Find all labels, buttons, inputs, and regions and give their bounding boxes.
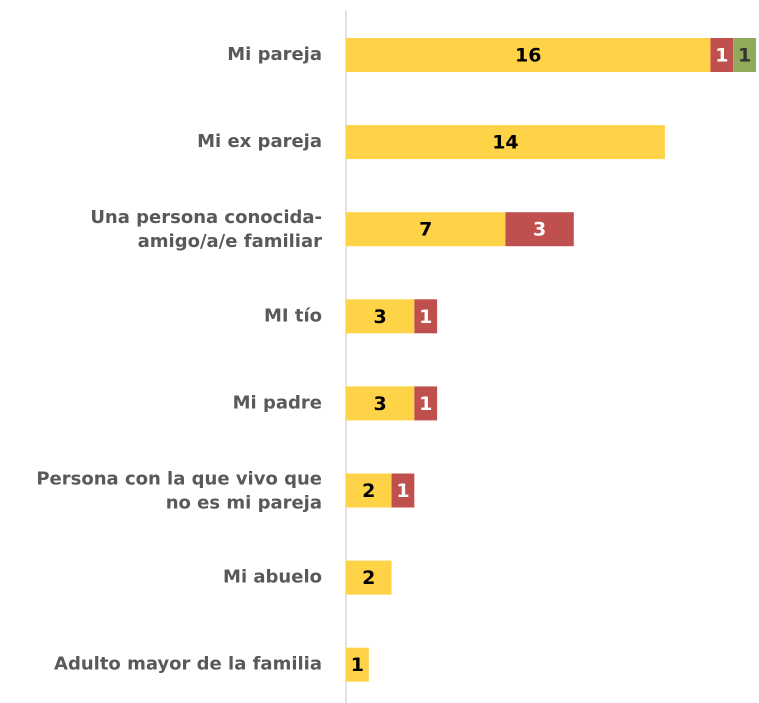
bar-segment	[391, 473, 415, 508]
value-label: 3	[374, 306, 387, 328]
value-label: 1	[419, 393, 432, 415]
value-label: 1	[351, 654, 364, 676]
bar-segment	[346, 125, 665, 160]
category-label: Una persona conocida-	[90, 207, 322, 228]
value-label: 7	[419, 219, 432, 241]
bar-segment	[346, 473, 392, 508]
category-label: MI tío	[264, 305, 322, 326]
value-label: 2	[362, 567, 375, 589]
value-label: 14	[492, 132, 518, 154]
value-label: 3	[533, 219, 546, 241]
category-label: Mi pareja	[227, 44, 322, 65]
value-label: 1	[419, 306, 432, 328]
value-label: 1	[715, 45, 728, 67]
bar-segment	[414, 386, 438, 421]
bar-segment	[505, 212, 574, 247]
category-label: Mi abuelo	[223, 567, 322, 588]
bar-segment	[346, 386, 415, 421]
bar-segment	[346, 560, 392, 595]
category-label: amigo/a/e familiar	[138, 231, 322, 252]
category-label: Adulto mayor de la familia	[54, 654, 322, 675]
category-label: Persona con la que vivo que	[36, 469, 322, 490]
value-label: 2	[362, 480, 375, 502]
bar-segment	[733, 38, 756, 72]
value-label: 1	[738, 45, 751, 67]
category-label: Mi ex pareja	[197, 131, 322, 152]
bar-segment	[346, 38, 711, 72]
bar-segment	[414, 299, 438, 334]
category-label: no es mi pareja	[166, 493, 322, 514]
bar-segment	[346, 299, 415, 334]
category-label: Mi padre	[233, 392, 322, 413]
value-label: 3	[374, 393, 387, 415]
bar-segment	[710, 38, 734, 72]
bar-segment	[346, 212, 506, 247]
value-label: 16	[515, 45, 541, 67]
value-label: 1	[396, 480, 409, 502]
bar-segment	[346, 647, 369, 682]
